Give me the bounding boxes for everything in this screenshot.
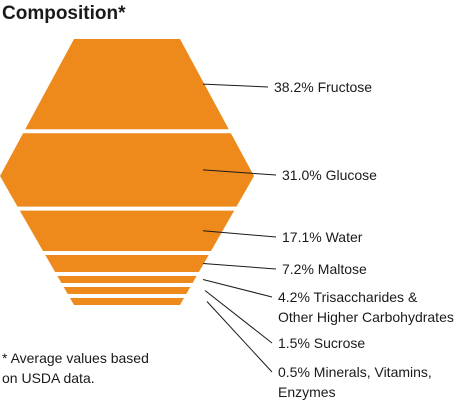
footnote-line-2: on USDA data. [2, 370, 95, 386]
segment-label-5-line-2: Other Higher Carbohydrates [278, 309, 454, 325]
segment-label-1: 38.2% Fructose [274, 79, 372, 95]
leader-lines [202, 83, 277, 373]
segment-label-7-line-1: 0.5% Minerals, Vitamins, [278, 364, 432, 380]
segment-labels: 38.2% Fructose 31.0% Glucose 17.1% Water 7.… [274, 79, 454, 400]
hexagon-bands [0, 39, 254, 305]
hexagon-band-7 [70, 298, 184, 305]
hexagon-band-3 [19, 210, 235, 251]
hexagon-band-1 [25, 39, 229, 130]
hexagon-band-4 [45, 255, 209, 272]
leader-line-2 [202, 169, 277, 176]
chart-title: Composition* [2, 3, 126, 24]
hexagon-band-6 [63, 287, 191, 294]
leader-line-4 [202, 263, 277, 270]
leader-line-5 [202, 279, 273, 298]
segment-label-6: 1.5% Sucrose [278, 335, 365, 351]
hexagon-band-2 [0, 133, 254, 207]
leader-line-6 [204, 290, 273, 344]
segment-label-3: 17.1% Water [282, 229, 363, 245]
segment-label-7-line-2: Enzymes [278, 384, 336, 400]
leader-line-7 [206, 301, 273, 373]
leader-line-1 [202, 83, 269, 88]
leader-line-3 [202, 230, 277, 238]
segment-label-2: 31.0% Glucose [282, 167, 377, 183]
footnote-line-1: * Average values based [2, 350, 149, 366]
segment-label-5-line-1: 4.2% Trisaccharides & [278, 289, 418, 305]
segment-label-4: 7.2% Maltose [282, 261, 367, 277]
hexagon-band-5 [57, 276, 197, 283]
